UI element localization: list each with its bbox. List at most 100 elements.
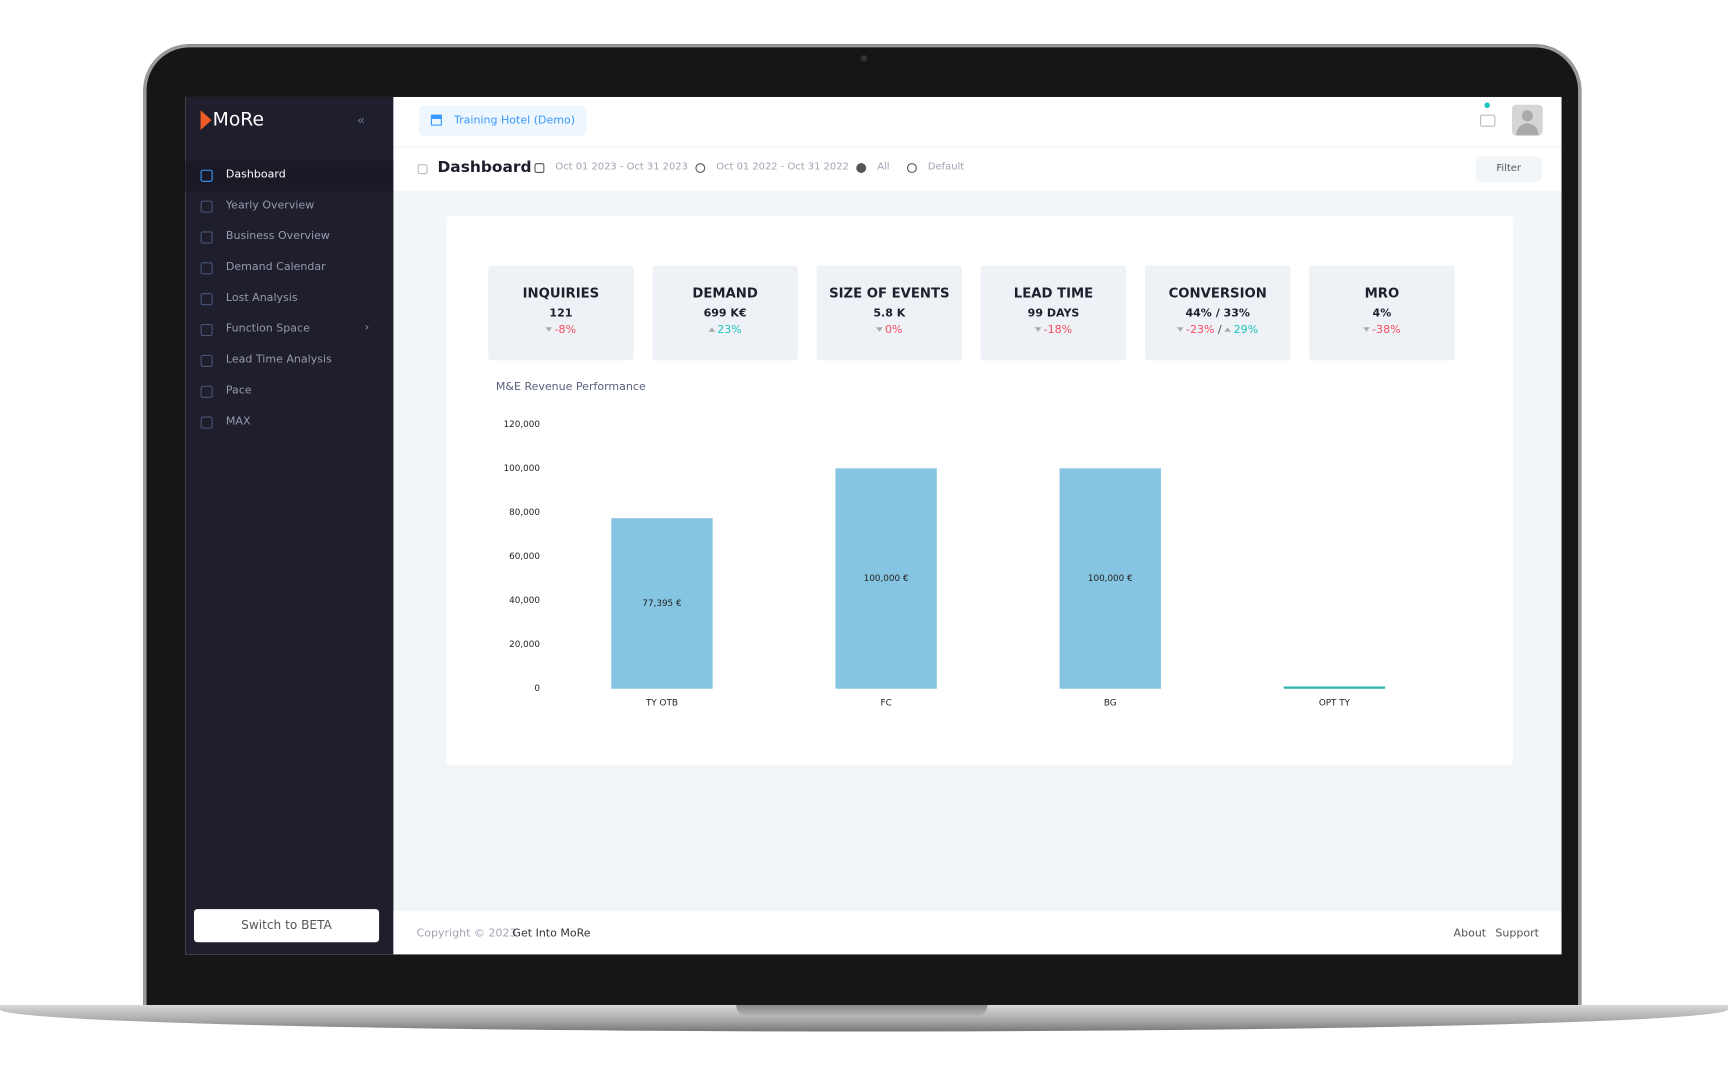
beta-button[interactable]: Switch to BETA bbox=[193, 909, 380, 943]
menu-label: MAX bbox=[225, 415, 251, 428]
y-tick-label: 60,000 bbox=[509, 552, 540, 562]
kpi-title: LEAD TIME bbox=[1013, 285, 1094, 301]
kpi-card: CONVERSION 44% / 33% -23%/ 29% bbox=[1144, 265, 1291, 361]
menu-label: Yearly Overview bbox=[225, 199, 315, 212]
kpi-change: -23% bbox=[1177, 323, 1215, 337]
menu-item[interactable]: Business Overview bbox=[185, 223, 393, 254]
subbar: Dashboard Oct 01 2023 - Oct 31 2023 Oct … bbox=[393, 147, 1562, 191]
segment-icon bbox=[856, 163, 867, 174]
copyright: Copyright © 2023 bbox=[416, 927, 517, 941]
trend-arrow bbox=[876, 327, 883, 332]
camera bbox=[860, 55, 868, 62]
chat-icon[interactable] bbox=[1479, 114, 1496, 127]
logo[interactable]: MoRe bbox=[212, 109, 265, 132]
x-tick-label: FC bbox=[881, 699, 892, 709]
screen: MoRe « Dashboard Yearly Overview Business … bbox=[185, 96, 1562, 955]
kpi-changes: 23% bbox=[652, 324, 797, 336]
kpi-title: SIZE OF EVENTS bbox=[829, 285, 950, 301]
filter-button[interactable]: Filter bbox=[1475, 156, 1542, 182]
kpi-title: CONVERSION bbox=[1168, 285, 1267, 301]
menu-item[interactable]: Dashboard bbox=[185, 160, 394, 192]
menu-icon bbox=[200, 262, 213, 275]
y-tick-label: 20,000 bbox=[509, 640, 540, 650]
kpi-title: INQUIRIES bbox=[522, 285, 600, 301]
grid-icon bbox=[417, 164, 428, 175]
value-label: 77,395 € bbox=[642, 599, 682, 609]
kpi-changes: -8% bbox=[488, 324, 633, 336]
period[interactable]: Oct 01 2023 - Oct 31 2023 bbox=[555, 161, 688, 174]
filter-label: Filter bbox=[1496, 163, 1521, 175]
avatar-head bbox=[1521, 110, 1533, 122]
menu-icon bbox=[200, 293, 213, 306]
kpi-change-text: 0% bbox=[884, 323, 903, 337]
menu-label: Business Overview bbox=[225, 230, 330, 243]
kpi-change: 0% bbox=[876, 324, 902, 336]
y-tick-label: 120,000 bbox=[504, 420, 541, 430]
kpi-value: 5.8 K bbox=[873, 307, 906, 320]
kpi-value: 99 DAYS bbox=[1027, 307, 1080, 320]
value-label: 100,000 € bbox=[1088, 574, 1133, 584]
kpi-changes: -18% bbox=[981, 324, 1126, 336]
kpi-change-text: -8% bbox=[554, 323, 577, 337]
kpi-changes: 0% bbox=[817, 324, 962, 336]
kpi-change: -38% bbox=[1363, 323, 1401, 337]
y-tick-label: 40,000 bbox=[509, 596, 540, 606]
kpi-card: MRO 4% -38% bbox=[1309, 265, 1455, 361]
submenu-chevron: › bbox=[364, 321, 370, 334]
menu-icon bbox=[200, 354, 213, 367]
kpi-change-text: -23% bbox=[1186, 323, 1215, 337]
kpi-value: 4% bbox=[1372, 307, 1392, 320]
avatar[interactable] bbox=[1511, 104, 1543, 136]
menu-label: Lead Time Analysis bbox=[225, 353, 332, 366]
view[interactable]: Default bbox=[927, 161, 965, 174]
company-link[interactable]: Get Into MoRe bbox=[512, 927, 591, 941]
menu-item[interactable]: Pace bbox=[185, 377, 393, 408]
avatar-body bbox=[1516, 123, 1539, 136]
footer-link[interactable]: About bbox=[1453, 927, 1487, 941]
collapse-icon[interactable]: « bbox=[357, 112, 366, 128]
dashboard-card: INQUIRIES 121 -8% DEMAND 699 K€ 23% SIZE OF EV… bbox=[446, 215, 1514, 765]
trend-arrow bbox=[1177, 327, 1184, 332]
menu-item[interactable]: Yearly Overview bbox=[185, 192, 393, 223]
kpi-separator: / bbox=[1217, 323, 1222, 337]
chart-title: M&E Revenue Performance bbox=[496, 380, 646, 393]
trend-arrow bbox=[1224, 327, 1232, 332]
trend-arrow bbox=[708, 327, 716, 332]
trend-arrow bbox=[1034, 327, 1042, 332]
menu-label: Lost Analysis bbox=[225, 292, 298, 305]
kpi-value: 121 bbox=[549, 307, 573, 320]
footer-link[interactable]: Support bbox=[1495, 927, 1539, 941]
kpi-title: DEMAND bbox=[692, 285, 758, 301]
menu-item[interactable]: Demand Calendar bbox=[185, 253, 393, 284]
kpi-value: 699 K€ bbox=[703, 307, 747, 320]
hotel-selector[interactable]: Training Hotel (Demo) bbox=[418, 105, 587, 136]
comparison[interactable]: Oct 01 2022 - Oct 31 2022 bbox=[716, 161, 849, 174]
topbar: Training Hotel (Demo) bbox=[393, 96, 1562, 148]
trend-arrow bbox=[545, 327, 553, 332]
kpi-change: -18% bbox=[1034, 324, 1072, 336]
menu-icon bbox=[200, 385, 213, 398]
menu-label: Demand Calendar bbox=[225, 261, 326, 274]
menu-icon bbox=[200, 231, 213, 244]
kpi-changes: -38% bbox=[1309, 324, 1454, 336]
kpi-change: 23% bbox=[708, 324, 742, 336]
kpi-title: MRO bbox=[1364, 285, 1400, 301]
menu-icon bbox=[200, 169, 213, 182]
hotel-name: Training Hotel (Demo) bbox=[454, 114, 576, 127]
menu-item[interactable]: Lead Time Analysis bbox=[185, 346, 393, 377]
menu-icon bbox=[200, 416, 213, 429]
chart: M&E Revenue Performance 0 20,000 40,000 60,0… bbox=[496, 380, 1386, 709]
kpi-change: -8% bbox=[545, 323, 577, 337]
menu-item[interactable]: Function Space › bbox=[185, 315, 393, 346]
sidebar: MoRe « Dashboard Yearly Overview Business … bbox=[185, 96, 394, 955]
segment[interactable]: All bbox=[877, 161, 890, 174]
menu-item[interactable]: MAX bbox=[185, 408, 393, 439]
kpi-value: 44% / 33% bbox=[1185, 307, 1250, 320]
view-icon bbox=[906, 163, 917, 174]
value-label: 100,000 € bbox=[864, 574, 909, 584]
menu-item[interactable]: Lost Analysis bbox=[185, 284, 393, 315]
kpi-changes: -23%/ 29% bbox=[1145, 324, 1290, 336]
menu-label: Dashboard bbox=[225, 168, 286, 181]
kpi-change-text: -38% bbox=[1372, 323, 1401, 337]
